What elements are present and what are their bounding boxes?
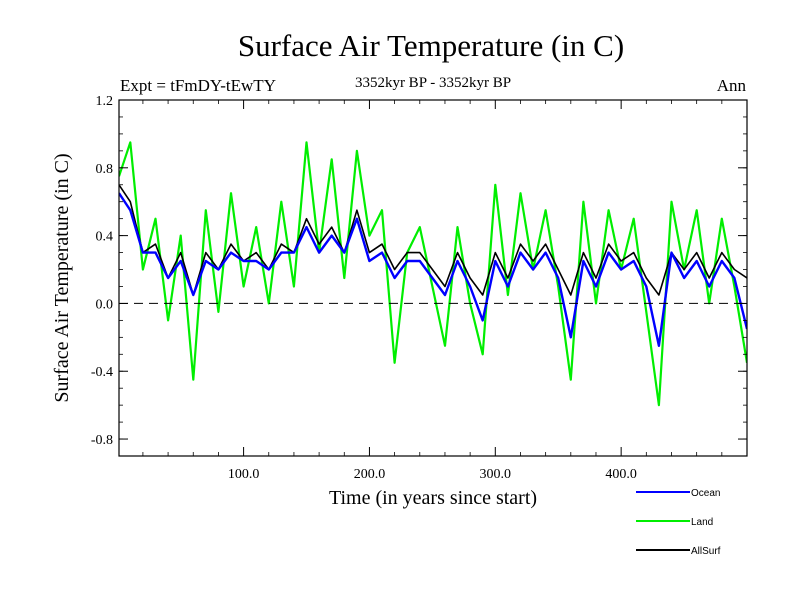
legend: Ocean Land AllSurf — [636, 488, 721, 557]
series-line-ocean — [119, 192, 747, 347]
x-tick-label: 200.0 — [354, 467, 386, 482]
experiment-label: Expt = tFmDY-tEwTY — [120, 76, 276, 95]
y-tick-label: -0.8 — [91, 433, 113, 448]
x-tick-label: 400.0 — [605, 467, 637, 482]
y-axis-label: Surface Air Temperature (in C) — [51, 153, 73, 402]
chart-title: Surface Air Temperature (in C) — [238, 28, 624, 63]
x-tick-label: 100.0 — [228, 467, 260, 482]
y-tick-label: 0.0 — [96, 297, 114, 312]
y-tick-label: 0.8 — [96, 162, 114, 177]
x-axis-label: Time (in years since start) — [329, 487, 537, 509]
legend-label-ocean: Ocean — [691, 488, 720, 499]
series-line-allsurf — [119, 184, 747, 296]
y-tick-label: 1.2 — [96, 94, 114, 109]
y-tick-label: -0.4 — [91, 365, 113, 380]
period-label: 3352kyr BP - 3352kyr BP — [355, 75, 511, 91]
x-tick-label: 300.0 — [480, 467, 512, 482]
season-label: Ann — [717, 76, 747, 95]
legend-label-land: Land — [691, 517, 713, 528]
y-tick-label: 0.4 — [96, 230, 114, 245]
series-line-land — [119, 141, 747, 407]
legend-label-allsurf: AllSurf — [691, 546, 721, 557]
plot-frame — [118, 99, 748, 457]
